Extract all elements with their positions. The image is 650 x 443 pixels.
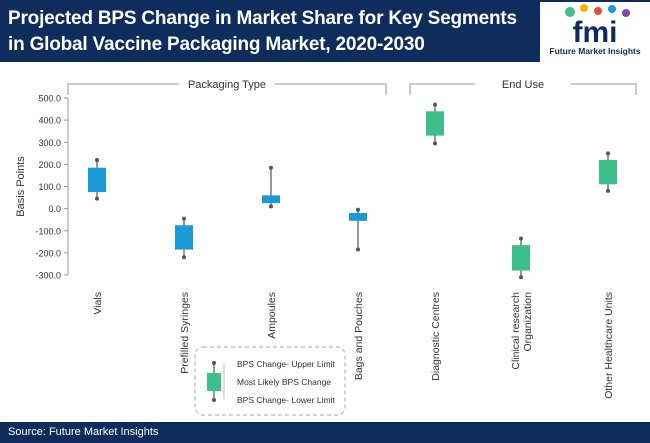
- x-tick-label: Vials: [92, 292, 104, 315]
- lower-limit-dot: [519, 275, 523, 280]
- legend-box: [207, 373, 221, 391]
- group-brackets: Packaging Type End Use: [67, 76, 637, 95]
- lower-limit-dot: [606, 188, 610, 193]
- x-tick-label: Organization: [522, 292, 534, 352]
- legend-lower-label: BPS Change- Lower Limit: [237, 395, 335, 405]
- x-tick-label: Ampoules: [266, 292, 278, 339]
- source-note: Source: Future Market Insights: [8, 426, 159, 438]
- legend-likely-label: Most Likely BPS Change: [237, 377, 331, 387]
- footer-bar: Source: Future Market Insights: [0, 422, 650, 443]
- chart-title: Projected BPS Change in Market Share for…: [8, 8, 517, 55]
- x-tick-label: Diagnostic Centres: [430, 292, 442, 381]
- legend-upper-dot: [212, 361, 216, 365]
- legend-upper-label: BPS Change- Upper Limit: [237, 359, 335, 369]
- group-label-bg: [179, 76, 275, 92]
- logo-dot-purple: [622, 9, 630, 17]
- group-label: Packaging Type: [188, 79, 266, 91]
- box-plot-3: [262, 165, 280, 209]
- likely-range-box: [175, 225, 193, 250]
- y-tick-label: -100.0: [35, 226, 61, 236]
- logo-dot-yellow: [580, 4, 588, 12]
- x-tick-label: Prefilled Syringes: [179, 292, 191, 374]
- upper-limit-dot: [269, 165, 273, 170]
- y-tick-label: 500.0: [38, 94, 61, 104]
- box-plot-4: [349, 207, 367, 252]
- y-tick-label: 200.0: [38, 160, 61, 170]
- y-tick-label: -200.0: [35, 248, 61, 258]
- logo-dot-red: [594, 7, 602, 15]
- upper-limit-dot: [182, 216, 186, 221]
- upper-limit-dot: [606, 151, 610, 156]
- y-tick-label: 0.0: [48, 204, 61, 214]
- likely-range-box: [88, 167, 106, 193]
- logo-dot-green: [565, 7, 575, 17]
- y-axis-title: Basis Points: [15, 156, 27, 217]
- lower-limit-dot: [269, 204, 273, 209]
- box-plot-1: [88, 157, 106, 201]
- x-tick-label: Other Healthcare Units: [603, 292, 615, 399]
- legend-lower-dot: [212, 398, 216, 402]
- upper-limit-dot: [433, 102, 437, 107]
- likely-range-box: [512, 245, 530, 271]
- lower-limit-dot: [182, 255, 186, 260]
- logo-letters: fmi: [573, 16, 618, 46]
- legend: BPS Change- Upper Limit Most Likely BPS C…: [194, 346, 346, 416]
- likely-range-box: [599, 159, 617, 185]
- y-axis: 500.0 400.0 300.0 200.0 100.0 0.0 -100.0 -200.0…: [15, 94, 69, 281]
- logo-text: Future Market Insights: [549, 46, 641, 56]
- y-tick-label: 400.0: [38, 116, 61, 126]
- box-plot-chart: Packaging Type End Use 500.0 400.0 300.0 200…: [15, 76, 637, 416]
- lower-limit-dot: [95, 196, 99, 201]
- y-tick-label: 100.0: [38, 182, 61, 192]
- y-tick-label: -300.0: [35, 271, 61, 281]
- box-plots: [88, 102, 617, 280]
- group-label: End Use: [502, 79, 544, 91]
- upper-limit-dot: [356, 207, 360, 212]
- upper-limit-dot: [95, 157, 99, 162]
- x-tick-label: Bags and Pouches: [353, 292, 365, 380]
- legend-frame: [194, 346, 346, 416]
- likely-range-box: [262, 195, 280, 204]
- box-plot-6: [512, 236, 530, 280]
- box-plot-5: [426, 102, 444, 146]
- x-axis-labels: Vials Prefilled Syringes Ampoules Bags and …: [92, 292, 615, 399]
- box-plot-2: [175, 216, 193, 260]
- likely-range-box: [349, 213, 367, 221]
- lower-limit-dot: [433, 141, 437, 146]
- fmi-logo: fmi Future Market Insights: [540, 2, 650, 62]
- likely-range-box: [426, 111, 444, 136]
- box-plot-7: [599, 151, 617, 193]
- header-bar: Projected BPS Change in Market Share for…: [0, 0, 650, 62]
- fmi-logo-mark: fmi: [565, 4, 630, 46]
- y-tick-label: 300.0: [38, 138, 61, 148]
- x-tick-label: Clinical research: [510, 292, 522, 370]
- logo-dot-blue: [608, 5, 616, 13]
- upper-limit-dot: [519, 236, 523, 241]
- group-label-bg: [475, 76, 571, 92]
- lower-limit-dot: [356, 247, 360, 252]
